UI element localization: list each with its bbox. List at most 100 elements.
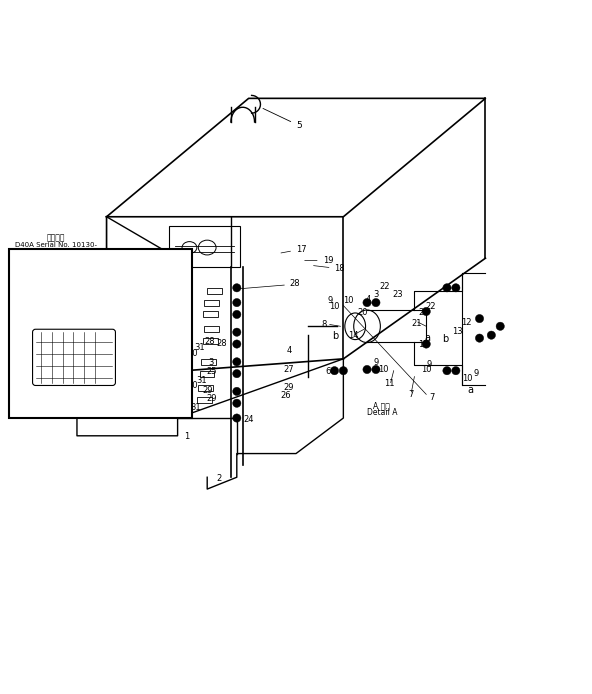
Text: 27: 27	[283, 365, 294, 374]
Text: 24: 24	[243, 415, 254, 424]
Text: 13: 13	[452, 326, 463, 335]
Text: 図面番号: 図面番号	[47, 233, 66, 242]
Bar	[200, 371, 214, 377]
Text: Drain: Drain	[82, 341, 101, 347]
Text: 3: 3	[208, 359, 214, 368]
Circle shape	[452, 366, 460, 375]
Text: Detail A: Detail A	[366, 407, 397, 416]
Text: b: b	[332, 331, 338, 341]
Circle shape	[372, 298, 380, 307]
Text: 7: 7	[429, 393, 435, 402]
Text: 4: 4	[287, 346, 291, 355]
Circle shape	[233, 387, 241, 396]
Text: 28: 28	[217, 339, 227, 348]
Text: 31: 31	[195, 343, 205, 352]
Text: 21: 21	[411, 319, 422, 328]
Text: 28: 28	[205, 337, 215, 346]
Circle shape	[330, 366, 339, 375]
Text: 5: 5	[263, 108, 302, 130]
Bar	[198, 385, 213, 391]
Circle shape	[487, 331, 496, 339]
Text: A 別図: A 別図	[374, 402, 390, 411]
Text: 29: 29	[206, 394, 217, 403]
Text: 18: 18	[314, 264, 345, 273]
Text: 22: 22	[379, 282, 390, 291]
Circle shape	[422, 340, 430, 348]
Circle shape	[233, 357, 241, 366]
Text: 23: 23	[418, 308, 429, 317]
Text: 30: 30	[187, 381, 198, 390]
Text: a: a	[424, 333, 430, 343]
Circle shape	[363, 365, 371, 373]
Text: 4: 4	[366, 295, 371, 304]
Bar	[207, 288, 222, 294]
Text: 17: 17	[281, 245, 307, 254]
Text: 12: 12	[461, 318, 472, 327]
Text: 9: 9	[328, 296, 333, 305]
Text: 6: 6	[326, 367, 332, 376]
Text: 1: 1	[184, 432, 189, 441]
Text: 14: 14	[348, 330, 359, 339]
Text: 29: 29	[202, 386, 213, 395]
Text: 7: 7	[408, 390, 414, 399]
Circle shape	[233, 284, 241, 292]
Text: ドレン: ドレン	[85, 335, 98, 341]
Text: 20: 20	[357, 308, 368, 317]
Text: 31: 31	[196, 376, 207, 385]
Circle shape	[475, 314, 484, 323]
Text: ドレン: ドレン	[18, 391, 31, 398]
Text: 29: 29	[284, 383, 294, 391]
Text: 10: 10	[343, 296, 353, 305]
Text: b: b	[442, 335, 448, 344]
Bar	[204, 326, 219, 332]
Circle shape	[233, 328, 241, 337]
Text: 9: 9	[374, 359, 379, 368]
Text: Drain: Drain	[15, 397, 34, 403]
Circle shape	[233, 399, 241, 407]
Text: 28: 28	[289, 279, 300, 288]
Text: 16: 16	[157, 295, 166, 304]
Circle shape	[452, 284, 460, 292]
Text: 6: 6	[69, 283, 73, 292]
Text: 11: 11	[384, 379, 394, 388]
Circle shape	[233, 414, 241, 422]
Text: 25: 25	[206, 366, 217, 375]
Text: 9: 9	[474, 369, 479, 378]
Circle shape	[339, 366, 348, 375]
Circle shape	[496, 322, 504, 330]
Text: 23: 23	[392, 290, 403, 299]
Bar	[204, 300, 219, 305]
Text: 8: 8	[321, 320, 327, 329]
Bar	[201, 359, 216, 365]
Text: a: a	[468, 384, 474, 395]
Bar	[197, 398, 212, 403]
Text: 16: 16	[14, 286, 24, 295]
Bar	[169, 226, 240, 267]
Text: 31: 31	[190, 403, 201, 412]
Text: 10: 10	[462, 375, 473, 384]
Circle shape	[363, 298, 371, 307]
Text: 26: 26	[280, 391, 291, 400]
Circle shape	[233, 310, 241, 319]
Circle shape	[422, 307, 430, 316]
Text: 10: 10	[421, 365, 432, 374]
Text: 15: 15	[418, 339, 429, 348]
Bar	[9, 249, 192, 418]
Circle shape	[443, 366, 451, 375]
Text: 3: 3	[373, 290, 379, 299]
Text: D40A Serial No. 10130-: D40A Serial No. 10130-	[15, 242, 97, 248]
Bar	[203, 312, 218, 317]
Bar	[203, 338, 218, 344]
Text: 10: 10	[378, 365, 389, 374]
Text: 9: 9	[427, 360, 432, 369]
Circle shape	[475, 334, 484, 342]
Text: 22: 22	[426, 303, 436, 311]
Circle shape	[233, 369, 241, 378]
Text: 19: 19	[305, 256, 333, 265]
Circle shape	[443, 284, 451, 292]
Circle shape	[372, 365, 380, 373]
Text: D41A Serial No. 10130-: D41A Serial No. 10130-	[15, 248, 97, 254]
Circle shape	[233, 340, 241, 348]
Text: A: A	[141, 307, 149, 318]
Text: 2: 2	[217, 474, 221, 483]
